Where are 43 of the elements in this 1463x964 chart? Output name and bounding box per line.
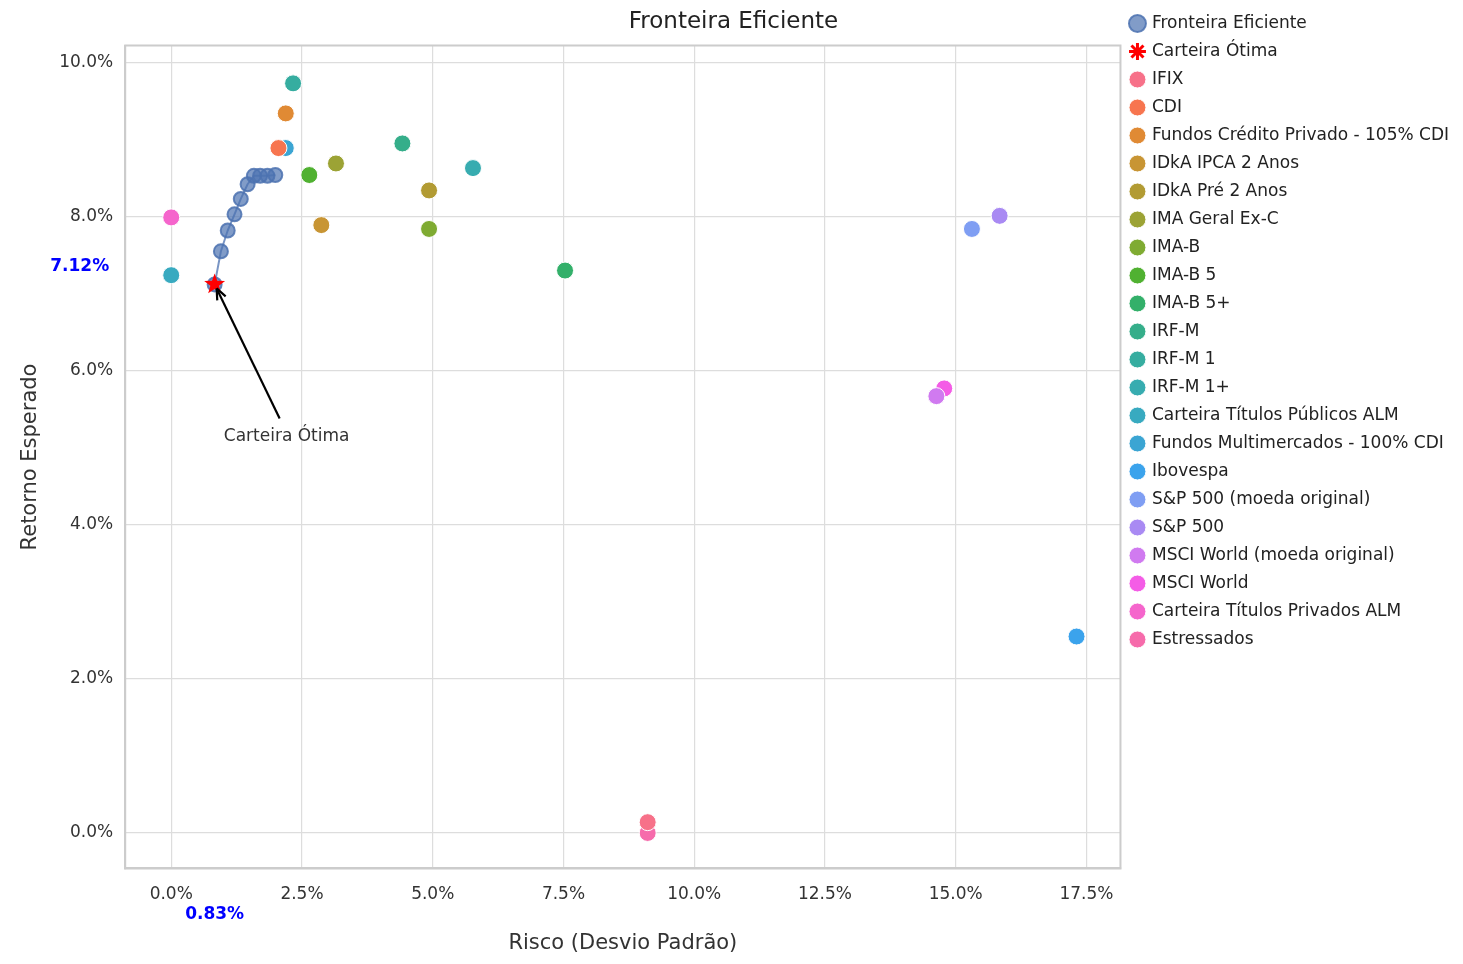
legend-label: Ibovespa — [1151, 459, 1229, 480]
legend-label: Fronteira Eficiente — [1151, 11, 1307, 32]
legend-label: IMA Geral Ex-C — [1151, 207, 1279, 228]
legend-label: Carteira Títulos Públicos ALM — [1151, 403, 1399, 424]
x-tick-label: 15.0% — [928, 883, 983, 904]
chart-title: Fronteira Eficiente — [628, 6, 839, 33]
y-tick-label: 0.0% — [70, 821, 114, 842]
legend-label: S&P 500 (moeda original) — [1151, 487, 1371, 508]
x-tick-label: 12.5% — [797, 883, 852, 904]
x-tick-label: 17.5% — [1059, 883, 1114, 904]
text: 0.83% — [185, 902, 245, 923]
legend-label: Fundos Multimercados - 100% CDI — [1151, 431, 1444, 452]
x-tick-label: 10.0% — [667, 883, 722, 904]
legend-label: Estressados — [1151, 627, 1254, 648]
y-axis-title: Retorno Esperado — [17, 363, 42, 551]
legend-label: Fundos Crédito Privado - 105% CDI — [1151, 123, 1450, 144]
legend-label: IMA-B 5 — [1151, 263, 1217, 284]
legend-label: IRF-M 1+ — [1151, 375, 1230, 396]
legend-label: Carteira Ótima — [1151, 38, 1278, 60]
y-tick-label: 10.0% — [59, 50, 114, 71]
annotation: Carteira Ótima — [223, 423, 350, 445]
legend-label: MSCI World (moeda original) — [1151, 543, 1395, 564]
legend-label: IMA-B 5+ — [1151, 291, 1231, 312]
legend-label: IRF-M 1 — [1151, 347, 1216, 368]
legend-label: IDkA IPCA 2 Anos — [1151, 151, 1300, 172]
legend-label: CDI — [1151, 95, 1182, 116]
legend-label: Carteira Títulos Privados ALM — [1151, 599, 1402, 620]
legend-label: IRF-M — [1151, 319, 1200, 340]
legend-label: IFIX — [1151, 67, 1184, 88]
legend-label: S&P 500 — [1151, 515, 1225, 536]
legend-label: IDkA Pré 2 Anos — [1151, 179, 1288, 200]
x-tick-label: 5.0% — [411, 883, 455, 904]
y-tick-label: 8.0% — [70, 205, 114, 226]
y-tick-label: 2.0% — [70, 667, 114, 688]
x-tick-label: 2.5% — [280, 883, 324, 904]
y-tick-label: 6.0% — [70, 359, 114, 380]
legend-label: MSCI World — [1151, 571, 1249, 592]
x-axis-title: Risco (Desvio Padrão) — [508, 929, 738, 954]
text: 7.12% — [50, 254, 110, 275]
legend-label: IMA-B — [1151, 235, 1201, 256]
x-tick-label: 7.5% — [541, 883, 586, 904]
y-tick-label: 4.0% — [70, 513, 114, 534]
x-tick-label: 0.0% — [149, 883, 193, 904]
